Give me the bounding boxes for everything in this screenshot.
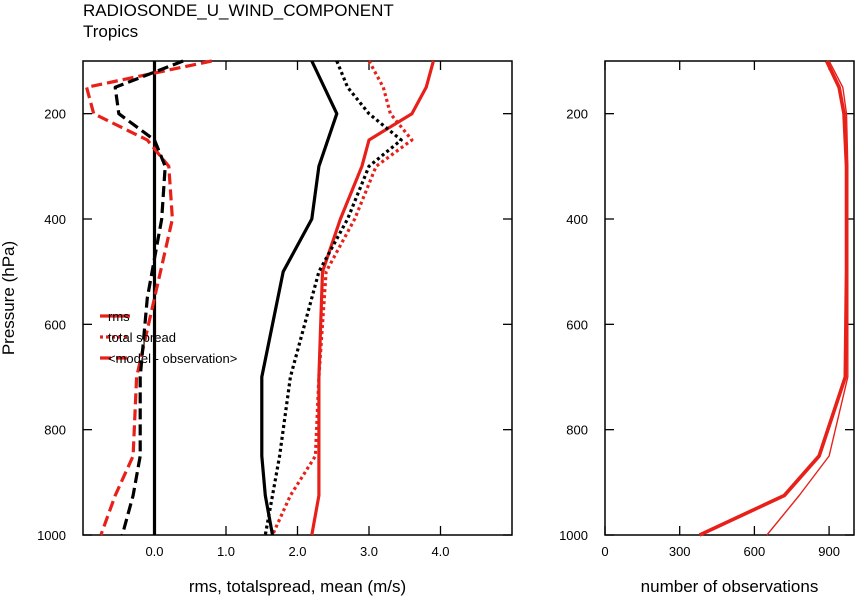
y-tick-label: 600 bbox=[44, 317, 66, 332]
red-solid-series-line bbox=[310, 60, 435, 536]
y-tick-label: 400 bbox=[566, 212, 588, 227]
y-tick-label: 1000 bbox=[37, 528, 66, 543]
legend-label: rms bbox=[108, 309, 130, 324]
x-axis-title: rms, totalspread, mean (m/s) bbox=[189, 577, 406, 596]
red-dotted-series-line bbox=[271, 60, 414, 536]
x-tick-label: 1.0 bbox=[217, 544, 235, 559]
x-tick-label: 600 bbox=[744, 544, 766, 559]
x-tick-label: 300 bbox=[669, 544, 691, 559]
x-tick-label: 4.0 bbox=[431, 544, 449, 559]
y-tick-label: 200 bbox=[566, 107, 588, 122]
right-panel: 0 300 600 900 200 400 600 800 1000 number of obse… bbox=[559, 60, 855, 596]
y-axis-title: Pressure (hPa) bbox=[0, 241, 18, 355]
left-panel: 0.0 1.0 2.0 3.0 4.0 200 400 600 800 1000 rms, tota… bbox=[0, 59, 513, 596]
plot-frame bbox=[604, 60, 855, 536]
black-solid-series-line bbox=[260, 60, 339, 536]
chart-title: RADIOSONDE_U_WIND_COMPONENT bbox=[83, 1, 394, 20]
x-tick-label: 2.0 bbox=[288, 544, 306, 559]
x-tick-label: 3.0 bbox=[360, 544, 378, 559]
x-tick-label: 0.0 bbox=[145, 544, 163, 559]
red-dashed-series-line bbox=[84, 59, 213, 536]
red-thick-series-line bbox=[698, 60, 849, 537]
y-tick-label: 800 bbox=[566, 423, 588, 438]
legend-label: total spread bbox=[108, 330, 176, 345]
legend-label: <model - observation> bbox=[108, 351, 237, 366]
y-tick-label: 600 bbox=[566, 317, 588, 332]
chart-subtitle: Tropics bbox=[83, 22, 138, 41]
red-thin-series-line bbox=[766, 60, 849, 536]
y-tick-label: 1000 bbox=[559, 528, 588, 543]
x-tick-label: 900 bbox=[818, 544, 840, 559]
black-dashed-series-line bbox=[113, 59, 184, 536]
y-tick-label: 800 bbox=[44, 423, 66, 438]
black-dotted-series-line bbox=[263, 60, 403, 536]
x-tick-label: 0 bbox=[601, 544, 608, 559]
x-axis-title: number of observations bbox=[641, 577, 819, 596]
y-tick-label: 400 bbox=[44, 212, 66, 227]
y-tick-label: 200 bbox=[44, 107, 66, 122]
